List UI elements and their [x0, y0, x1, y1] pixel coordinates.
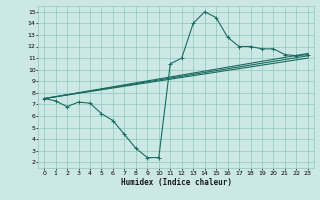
- X-axis label: Humidex (Indice chaleur): Humidex (Indice chaleur): [121, 178, 231, 187]
